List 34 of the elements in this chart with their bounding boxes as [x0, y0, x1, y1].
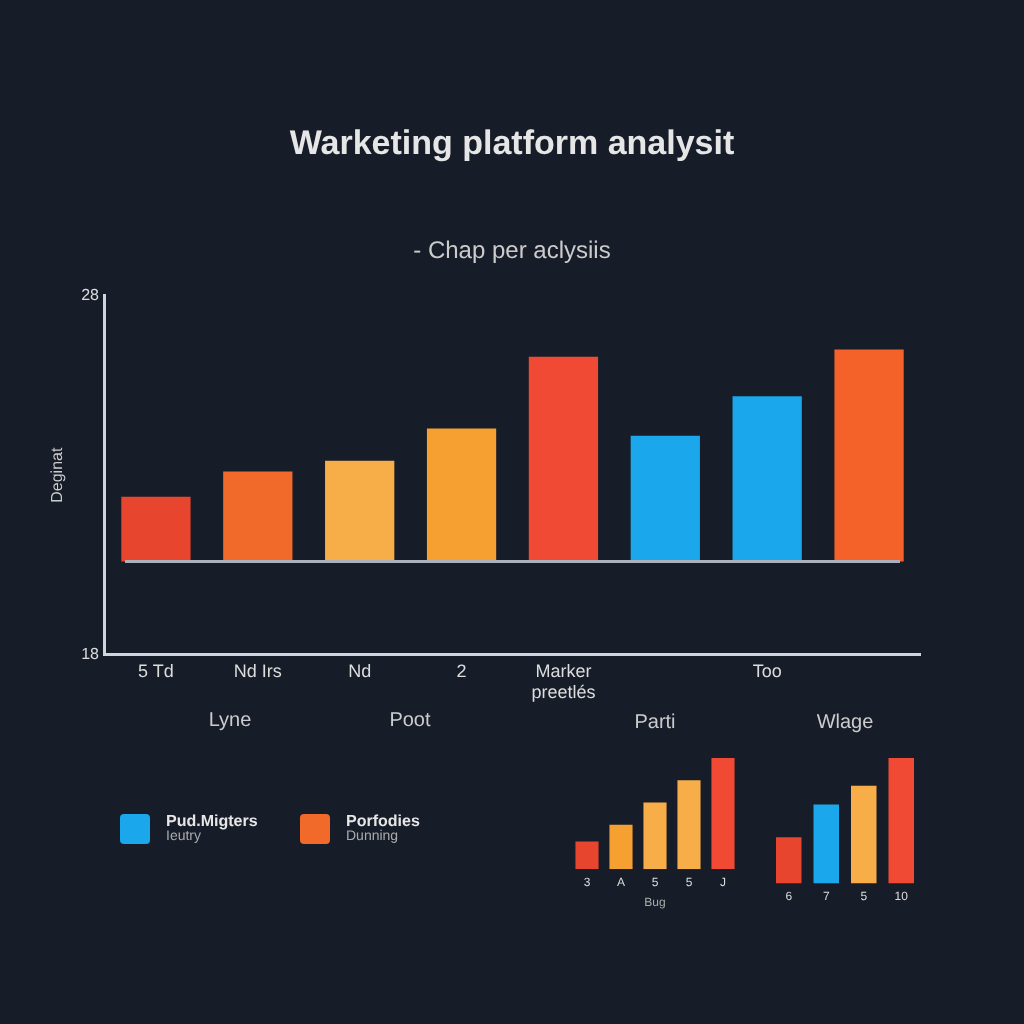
bar [575, 841, 599, 870]
y-tick-label: 28 [81, 286, 101, 305]
text: Poot [387, 710, 433, 732]
x-tick-label: 5 Td [138, 660, 174, 681]
bar [888, 758, 914, 884]
bar [609, 824, 633, 870]
x-tick-label: Nd Irs [233, 660, 283, 681]
bar [711, 758, 735, 870]
bar [223, 471, 293, 562]
text: Pud.Migters [166, 812, 258, 830]
bar [121, 496, 191, 562]
bar [851, 785, 877, 884]
x-tick-label: Too [752, 660, 782, 681]
chart-title: Parti [634, 711, 676, 734]
text: Porfodies [346, 812, 420, 830]
bar [732, 396, 802, 562]
x-tick-label: 2 [456, 660, 467, 681]
bar [776, 837, 802, 884]
chart-title: Wlage [816, 711, 875, 734]
bar [528, 356, 599, 562]
y-tick-label: 18 [81, 645, 101, 664]
bar [426, 428, 497, 562]
bar [677, 780, 701, 870]
chart-subtitle: - Chap per aclysiis [411, 236, 613, 264]
bar [813, 804, 839, 884]
x-tick-label: Nd [348, 660, 372, 681]
bar [643, 802, 667, 870]
bar [630, 435, 700, 562]
chart-title: Warketing platform analysit [287, 124, 737, 164]
bar [834, 349, 904, 562]
x-tick-label: Marker preetlés [531, 660, 597, 703]
bar [325, 460, 395, 562]
text: Lyne [206, 710, 254, 732]
y-axis-title: Deginat [48, 446, 67, 503]
